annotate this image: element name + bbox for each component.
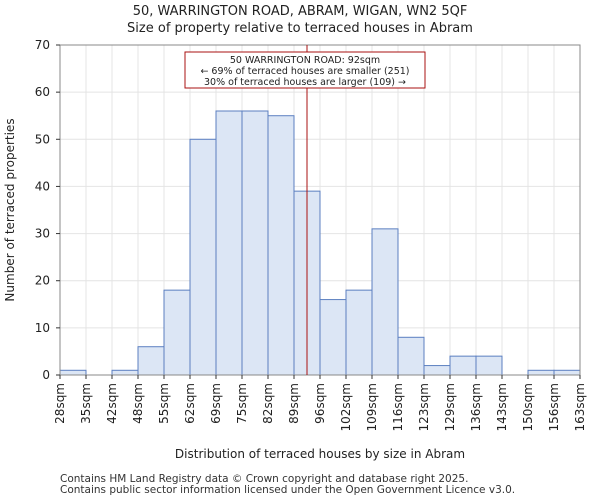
y-tick-label: 30 [35,227,50,241]
x-tick-label: 116sqm [391,383,405,431]
histogram-bar [527,369,555,376]
histogram-bar [319,299,347,376]
histogram-bar [215,110,243,376]
histogram-bar [345,289,373,376]
histogram-bar [267,115,295,376]
y-tick-label: 10 [35,321,50,335]
annotation-line-2: ← 69% of terraced houses are smaller (25… [200,66,409,77]
annotation-line-1: 50 WARRINGTON ROAD: 92sqm [230,55,380,66]
x-tick-label: 150sqm [521,383,535,431]
annotation-line-3: 30% of terraced houses are larger (109) … [204,77,406,88]
x-tick-label: 55sqm [157,383,171,424]
annotation-box: 50 WARRINGTON ROAD: 92sqm ← 69% of terra… [184,51,426,89]
histogram-bar [449,355,477,376]
x-tick-label: 75sqm [235,383,249,424]
histogram-bar [423,365,451,376]
x-tick-label: 96sqm [313,383,327,424]
footer-licence: Contains public sector information licen… [60,484,516,496]
histogram-bar [137,346,165,376]
x-tick-label: 62sqm [183,383,197,424]
chart-subtitle: Size of property relative to terraced ho… [127,21,473,36]
histogram-bar [189,138,217,376]
y-tick-label: 20 [35,274,50,288]
x-tick-label: 143sqm [495,383,509,431]
histogram-bar [553,369,581,376]
histogram-bar [59,369,87,376]
histogram-bar [371,228,399,376]
x-tick-label: 102sqm [339,383,353,431]
histogram-bar [397,336,425,376]
footer-copyright: Contains HM Land Registry data © Crown c… [60,473,469,485]
x-tick-label: 69sqm [209,383,223,424]
x-tick-label: 163sqm [573,383,587,431]
x-tick-label: 48sqm [131,383,145,424]
x-tick-label: 42sqm [105,383,119,424]
x-tick-label: 82sqm [261,383,275,424]
histogram-bar [163,289,191,376]
x-tick-label: 89sqm [287,383,301,424]
x-tick-label: 35sqm [79,383,93,424]
x-tick-label: 123sqm [417,383,431,431]
y-tick-label: 60 [35,85,50,99]
x-tick-label: 156sqm [547,383,561,431]
y-tick-label: 70 [35,38,50,52]
x-axis-label: Distribution of terraced houses by size … [175,447,465,461]
y-tick-label: 0 [42,368,50,382]
x-tick-label: 136sqm [469,383,483,431]
y-tick-label: 50 [35,132,50,146]
x-tick-label: 109sqm [365,383,379,431]
y-axis-label: Number of terraced properties [3,118,17,301]
y-tick-label: 40 [35,179,50,193]
histogram-bar [475,355,503,376]
x-tick-label: 129sqm [443,383,457,431]
chart-title: 50, WARRINGTON ROAD, ABRAM, WIGAN, WN2 5… [132,4,468,19]
histogram-bar [241,110,269,376]
histogram-bar [111,369,139,376]
x-tick-label: 28sqm [53,383,67,424]
